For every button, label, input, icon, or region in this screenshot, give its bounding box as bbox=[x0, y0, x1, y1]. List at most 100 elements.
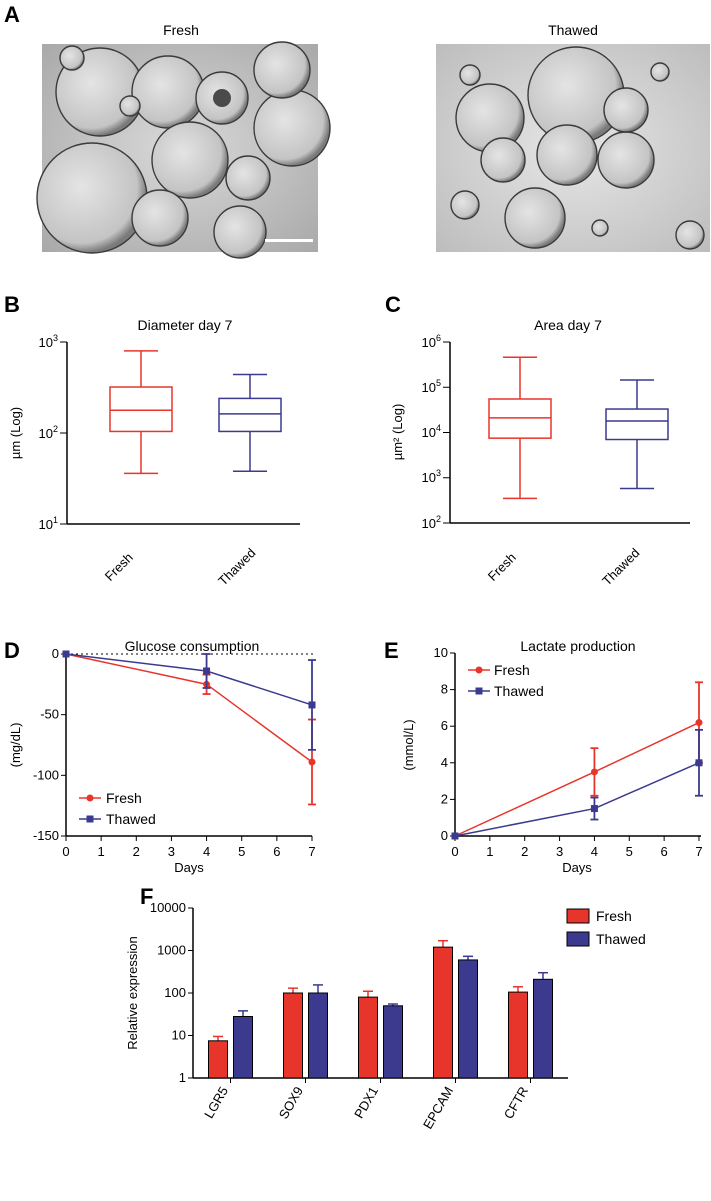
chart-d-title: Glucose consumption bbox=[125, 638, 260, 654]
chart-d-thawed-point-2 bbox=[308, 701, 316, 709]
chart-c-xtick-fresh: Fresh bbox=[485, 550, 519, 584]
chart-b-title: Diameter day 7 bbox=[138, 317, 233, 333]
chart-f-bar-cftr-fresh bbox=[508, 991, 528, 1079]
chart-f-bar-lgr5-thawed bbox=[233, 1015, 253, 1079]
panel-label-a: A bbox=[4, 2, 20, 27]
chart-f: 1 10 100 1000 10000 Relative expression LGR5… bbox=[125, 900, 646, 1132]
chart-f-bar-sox9-fresh bbox=[283, 992, 303, 1079]
chart-e-xtick-0: 0 bbox=[451, 844, 458, 859]
chart-f-ytick-3: 1000 bbox=[157, 943, 186, 958]
chart-e-thawed-point-0 bbox=[451, 832, 459, 840]
chart-e-ytick-2: 4 bbox=[441, 755, 448, 770]
chart-f-bar-epcam-fresh bbox=[433, 946, 453, 1079]
chart-d-ytick-0: 0 bbox=[52, 646, 59, 661]
chart-b-yticks: 103 102 101 bbox=[39, 333, 67, 532]
chart-e-xtick-4: 4 bbox=[591, 844, 598, 859]
chart-e-ylabel: (mmol/L) bbox=[401, 719, 416, 770]
chart-b-xtick-fresh: Fresh bbox=[102, 550, 136, 584]
chart-d-ylabel: (mg/dL) bbox=[8, 723, 23, 768]
chart-f-xtick-epcam: EPCAM bbox=[420, 1084, 456, 1132]
chart-b-thawed-box bbox=[218, 397, 282, 433]
chart-e-ytick-1: 2 bbox=[441, 791, 448, 806]
panel-label-d: D bbox=[4, 638, 20, 663]
chart-e-thawed-point-2 bbox=[695, 759, 703, 767]
chart-e-xtick-1: 1 bbox=[486, 844, 493, 859]
chart-e-legend-fresh-marker bbox=[475, 666, 483, 674]
chart-f-bar-pdx1-fresh bbox=[358, 996, 378, 1079]
panel-label-f: F bbox=[140, 884, 153, 909]
chart-d-xtick-7: 7 bbox=[308, 844, 315, 859]
chart-d-fresh-point-2 bbox=[308, 758, 316, 766]
chart-e-legend-fresh: Fresh bbox=[494, 662, 530, 678]
chart-c-ytick-3: 103 bbox=[422, 468, 441, 485]
chart-f-ytick-1: 10 bbox=[172, 1028, 186, 1043]
chart-e-ytick-3: 6 bbox=[441, 718, 448, 733]
panel-label-c: C bbox=[385, 292, 401, 317]
chart-d-xlabel: Days bbox=[174, 860, 204, 875]
chart-d-legend-thawed-marker bbox=[86, 815, 94, 823]
chart-d-fresh-line bbox=[65, 653, 313, 763]
chart-e-xtick-3: 3 bbox=[556, 844, 563, 859]
chart-c-xtick-thawed: Thawed bbox=[599, 545, 642, 588]
chart-d-xtick-2: 2 bbox=[133, 844, 140, 859]
chart-b-ylabel: µm (Log) bbox=[8, 407, 23, 459]
chart-e-xtick-6: 6 bbox=[661, 844, 668, 859]
chart-c-ylabel: µm² (Log) bbox=[390, 404, 405, 461]
chart-d-ytick-3: -150 bbox=[33, 828, 59, 843]
chart-f-bar-lgr5-fresh bbox=[208, 1040, 228, 1079]
chart-f-legend-thawed-swatch bbox=[566, 931, 590, 947]
chart-f-xtick-lgr5: LGR5 bbox=[201, 1084, 231, 1121]
chart-f-xtick-pdx1: PDX1 bbox=[351, 1084, 381, 1121]
panel-label-e: E bbox=[384, 638, 399, 663]
chart-e-ytick-0: 0 bbox=[441, 828, 448, 843]
chart-d-thawed-point-0 bbox=[62, 650, 70, 658]
chart-b: Diameter day 7 103 102 101 µm (Log) Fres… bbox=[8, 317, 300, 588]
chart-d-thawed-point-1 bbox=[203, 667, 211, 675]
chart-d-xtick-6: 6 bbox=[273, 844, 280, 859]
chart-e-thawed-line bbox=[454, 762, 700, 837]
chart-d-legend-fresh-marker bbox=[86, 794, 94, 802]
chart-e-thawed-point-1 bbox=[590, 805, 598, 813]
chart-e-legend-thawed-marker bbox=[475, 687, 483, 695]
chart-e-ytick-4: 8 bbox=[441, 682, 448, 697]
photo-fresh bbox=[36, 41, 331, 259]
chart-d-legend-thawed: Thawed bbox=[106, 811, 156, 827]
chart-f-legend-fresh-swatch bbox=[566, 908, 590, 924]
chart-f-xtick-cftr: CFTR bbox=[501, 1084, 531, 1122]
chart-d-legend-fresh: Fresh bbox=[106, 790, 142, 806]
chart-c-thawed-box bbox=[605, 408, 669, 441]
chart-b-fresh-box bbox=[109, 386, 173, 433]
chart-d-xtick-3: 3 bbox=[168, 844, 175, 859]
chart-d-legend: Fresh Thawed bbox=[79, 790, 156, 827]
chart-b-ytick-2: 102 bbox=[39, 424, 58, 441]
chart-d-ytick-2: -100 bbox=[33, 767, 59, 782]
chart-b-ytick-1: 101 bbox=[39, 515, 58, 532]
chart-f-legend-thawed: Thawed bbox=[596, 931, 646, 947]
chart-d-xtick-5: 5 bbox=[238, 844, 245, 859]
chart-f-ylabel: Relative expression bbox=[125, 936, 140, 1049]
chart-e-xtick-5: 5 bbox=[626, 844, 633, 859]
chart-f-legend: Fresh Thawed bbox=[566, 908, 646, 947]
chart-e-legend-thawed: Thawed bbox=[494, 683, 544, 699]
chart-f-ytick-2: 100 bbox=[164, 985, 186, 1000]
chart-d-xtick-0: 0 bbox=[62, 844, 69, 859]
chart-f-bar-epcam-thawed bbox=[458, 959, 478, 1079]
chart-b-ytick-3: 103 bbox=[39, 333, 58, 350]
chart-e-title: Lactate production bbox=[520, 638, 635, 654]
photo-title-thawed: Thawed bbox=[548, 22, 598, 38]
chart-d: Glucose consumption 0 1 2 3 4 5 6 7 0 -50 -100 -150… bbox=[8, 638, 316, 875]
chart-f-bar-pdx1-thawed bbox=[383, 1005, 403, 1079]
chart-d-xtick-4: 4 bbox=[203, 844, 210, 859]
chart-f-ytick-0: 1 bbox=[179, 1070, 186, 1085]
chart-e-xlabel: Days bbox=[562, 860, 592, 875]
chart-e-fresh-point-2 bbox=[695, 719, 703, 727]
chart-e-fresh-point-1 bbox=[590, 768, 598, 776]
chart-d-ytick-1: -50 bbox=[40, 707, 59, 722]
chart-d-xtick-1: 1 bbox=[98, 844, 105, 859]
chart-e: Lactate production 0 1 2 3 4 5 6 7 0 2 4 6 8 10 (mmol… bbox=[401, 638, 703, 875]
chart-f-xtick-sox9: SOX9 bbox=[276, 1084, 306, 1122]
chart-c: Area day 7 106 105 104 103 102 µm² (Log)… bbox=[390, 317, 690, 588]
chart-c-yticks: 106 105 104 103 102 bbox=[422, 333, 450, 531]
chart-c-ytick-4: 104 bbox=[422, 423, 441, 440]
